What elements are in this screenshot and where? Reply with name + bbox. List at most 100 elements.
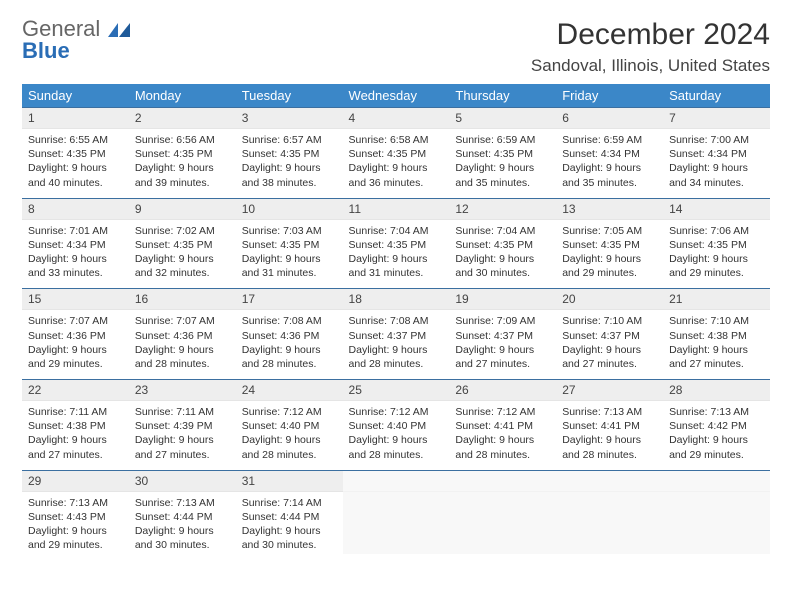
- day-body: Sunrise: 7:00 AM Sunset: 4:34 PM Dayligh…: [663, 129, 770, 198]
- day-body: Sunrise: 7:11 AM Sunset: 4:38 PM Dayligh…: [22, 401, 129, 470]
- day-body: Sunrise: 7:06 AM Sunset: 4:35 PM Dayligh…: [663, 220, 770, 289]
- day-number: 31: [236, 471, 343, 492]
- day-cell: 14Sunrise: 7:06 AM Sunset: 4:35 PM Dayli…: [663, 198, 770, 289]
- day-cell: 5Sunrise: 6:59 AM Sunset: 4:35 PM Daylig…: [449, 108, 556, 199]
- day-number: 27: [556, 380, 663, 401]
- dow-header: Tuesday: [236, 84, 343, 108]
- day-cell: 16Sunrise: 7:07 AM Sunset: 4:36 PM Dayli…: [129, 289, 236, 380]
- day-cell: 18Sunrise: 7:08 AM Sunset: 4:37 PM Dayli…: [343, 289, 450, 380]
- day-number: 19: [449, 289, 556, 310]
- week-row: 29Sunrise: 7:13 AM Sunset: 4:43 PM Dayli…: [22, 470, 770, 560]
- day-cell: 6Sunrise: 6:59 AM Sunset: 4:34 PM Daylig…: [556, 108, 663, 199]
- day-number: 29: [22, 471, 129, 492]
- day-body: Sunrise: 7:07 AM Sunset: 4:36 PM Dayligh…: [22, 310, 129, 379]
- day-cell: 26Sunrise: 7:12 AM Sunset: 4:41 PM Dayli…: [449, 380, 556, 471]
- day-body: Sunrise: 6:59 AM Sunset: 4:35 PM Dayligh…: [449, 129, 556, 198]
- day-body: Sunrise: 7:13 AM Sunset: 4:43 PM Dayligh…: [22, 492, 129, 561]
- dow-header: Sunday: [22, 84, 129, 108]
- logo-text-2: Blue: [22, 38, 70, 63]
- day-body: Sunrise: 6:59 AM Sunset: 4:34 PM Dayligh…: [556, 129, 663, 198]
- day-cell: 17Sunrise: 7:08 AM Sunset: 4:36 PM Dayli…: [236, 289, 343, 380]
- day-cell: 3Sunrise: 6:57 AM Sunset: 4:35 PM Daylig…: [236, 108, 343, 199]
- day-cell: 13Sunrise: 7:05 AM Sunset: 4:35 PM Dayli…: [556, 198, 663, 289]
- day-cell: 30Sunrise: 7:13 AM Sunset: 4:44 PM Dayli…: [129, 470, 236, 560]
- day-number: 7: [663, 108, 770, 129]
- week-row: 22Sunrise: 7:11 AM Sunset: 4:38 PM Dayli…: [22, 380, 770, 471]
- day-number: 20: [556, 289, 663, 310]
- day-number: 26: [449, 380, 556, 401]
- day-cell: 8Sunrise: 7:01 AM Sunset: 4:34 PM Daylig…: [22, 198, 129, 289]
- day-body: Sunrise: 7:12 AM Sunset: 4:40 PM Dayligh…: [343, 401, 450, 470]
- day-number: 11: [343, 199, 450, 220]
- title-block: December 2024 Sandoval, Illinois, United…: [531, 18, 770, 76]
- day-cell: 9Sunrise: 7:02 AM Sunset: 4:35 PM Daylig…: [129, 198, 236, 289]
- day-number: 15: [22, 289, 129, 310]
- day-cell: 23Sunrise: 7:11 AM Sunset: 4:39 PM Dayli…: [129, 380, 236, 471]
- dow-header: Wednesday: [343, 84, 450, 108]
- day-number: 23: [129, 380, 236, 401]
- day-cell: 25Sunrise: 7:12 AM Sunset: 4:40 PM Dayli…: [343, 380, 450, 471]
- dow-header: Monday: [129, 84, 236, 108]
- day-number: 24: [236, 380, 343, 401]
- day-cell: 20Sunrise: 7:10 AM Sunset: 4:37 PM Dayli…: [556, 289, 663, 380]
- day-number: 28: [663, 380, 770, 401]
- month-title: December 2024: [531, 18, 770, 52]
- day-body: Sunrise: 7:07 AM Sunset: 4:36 PM Dayligh…: [129, 310, 236, 379]
- day-cell: 21Sunrise: 7:10 AM Sunset: 4:38 PM Dayli…: [663, 289, 770, 380]
- week-row: 8Sunrise: 7:01 AM Sunset: 4:34 PM Daylig…: [22, 198, 770, 289]
- day-body: Sunrise: 7:04 AM Sunset: 4:35 PM Dayligh…: [449, 220, 556, 289]
- day-cell: 27Sunrise: 7:13 AM Sunset: 4:41 PM Dayli…: [556, 380, 663, 471]
- day-number: 2: [129, 108, 236, 129]
- day-body: Sunrise: 7:02 AM Sunset: 4:35 PM Dayligh…: [129, 220, 236, 289]
- day-body: Sunrise: 7:13 AM Sunset: 4:44 PM Dayligh…: [129, 492, 236, 561]
- day-body: Sunrise: 7:08 AM Sunset: 4:36 PM Dayligh…: [236, 310, 343, 379]
- dow-header: Friday: [556, 84, 663, 108]
- day-cell: 12Sunrise: 7:04 AM Sunset: 4:35 PM Dayli…: [449, 198, 556, 289]
- day-cell: 22Sunrise: 7:11 AM Sunset: 4:38 PM Dayli…: [22, 380, 129, 471]
- dow-header: Thursday: [449, 84, 556, 108]
- day-body: Sunrise: 7:08 AM Sunset: 4:37 PM Dayligh…: [343, 310, 450, 379]
- week-row: 1Sunrise: 6:55 AM Sunset: 4:35 PM Daylig…: [22, 108, 770, 199]
- day-number: 13: [556, 199, 663, 220]
- day-number: 17: [236, 289, 343, 310]
- day-cell: [663, 470, 770, 560]
- day-body: Sunrise: 7:12 AM Sunset: 4:40 PM Dayligh…: [236, 401, 343, 470]
- day-number: 16: [129, 289, 236, 310]
- day-number: 1: [22, 108, 129, 129]
- day-number: 5: [449, 108, 556, 129]
- day-body: Sunrise: 7:01 AM Sunset: 4:34 PM Dayligh…: [22, 220, 129, 289]
- day-body: Sunrise: 6:58 AM Sunset: 4:35 PM Dayligh…: [343, 129, 450, 198]
- dow-header: Saturday: [663, 84, 770, 108]
- day-number: 8: [22, 199, 129, 220]
- header: General Blue December 2024 Sandoval, Ill…: [22, 18, 770, 76]
- day-body: Sunrise: 6:55 AM Sunset: 4:35 PM Dayligh…: [22, 129, 129, 198]
- day-number: 9: [129, 199, 236, 220]
- day-number: 14: [663, 199, 770, 220]
- day-cell: 1Sunrise: 6:55 AM Sunset: 4:35 PM Daylig…: [22, 108, 129, 199]
- day-cell: 24Sunrise: 7:12 AM Sunset: 4:40 PM Dayli…: [236, 380, 343, 471]
- day-body: Sunrise: 7:10 AM Sunset: 4:38 PM Dayligh…: [663, 310, 770, 379]
- day-body: Sunrise: 7:10 AM Sunset: 4:37 PM Dayligh…: [556, 310, 663, 379]
- week-row: 15Sunrise: 7:07 AM Sunset: 4:36 PM Dayli…: [22, 289, 770, 380]
- day-body: Sunrise: 7:13 AM Sunset: 4:42 PM Dayligh…: [663, 401, 770, 470]
- day-number: 3: [236, 108, 343, 129]
- dow-row: SundayMondayTuesdayWednesdayThursdayFrid…: [22, 84, 770, 108]
- day-number: 18: [343, 289, 450, 310]
- day-body: Sunrise: 6:57 AM Sunset: 4:35 PM Dayligh…: [236, 129, 343, 198]
- day-body: Sunrise: 7:14 AM Sunset: 4:44 PM Dayligh…: [236, 492, 343, 561]
- day-cell: [449, 470, 556, 560]
- day-cell: 29Sunrise: 7:13 AM Sunset: 4:43 PM Dayli…: [22, 470, 129, 560]
- day-cell: 2Sunrise: 6:56 AM Sunset: 4:35 PM Daylig…: [129, 108, 236, 199]
- day-number: 6: [556, 108, 663, 129]
- day-body: Sunrise: 6:56 AM Sunset: 4:35 PM Dayligh…: [129, 129, 236, 198]
- day-body: Sunrise: 7:04 AM Sunset: 4:35 PM Dayligh…: [343, 220, 450, 289]
- day-body: Sunrise: 7:13 AM Sunset: 4:41 PM Dayligh…: [556, 401, 663, 470]
- day-number: 12: [449, 199, 556, 220]
- day-number: 10: [236, 199, 343, 220]
- day-cell: 4Sunrise: 6:58 AM Sunset: 4:35 PM Daylig…: [343, 108, 450, 199]
- calendar-table: SundayMondayTuesdayWednesdayThursdayFrid…: [22, 84, 770, 560]
- day-number: 30: [129, 471, 236, 492]
- day-body: Sunrise: 7:12 AM Sunset: 4:41 PM Dayligh…: [449, 401, 556, 470]
- location: Sandoval, Illinois, United States: [531, 56, 770, 76]
- day-cell: 11Sunrise: 7:04 AM Sunset: 4:35 PM Dayli…: [343, 198, 450, 289]
